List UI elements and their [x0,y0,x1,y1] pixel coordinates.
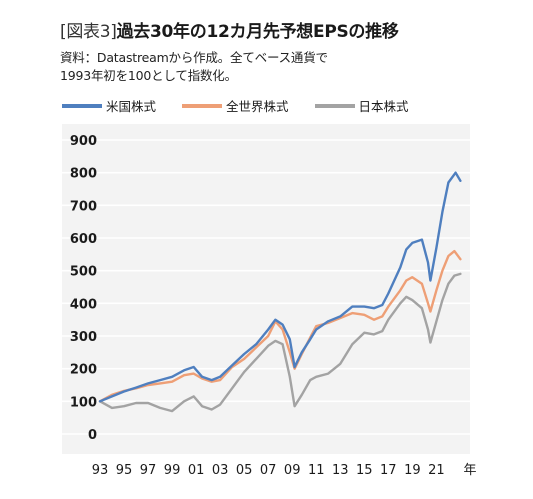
x-tick-05: 05 [236,463,253,478]
grid-lines [62,139,470,435]
x-tick-95: 95 [116,463,133,478]
series-lines [98,171,462,413]
legend-swatch-japan [314,103,355,108]
y-tick-300: 300 [70,330,97,345]
y-tick-700: 700 [70,199,97,214]
x-tick-19: 19 [404,463,421,478]
y-tick-500: 500 [70,265,97,280]
legend-label-us: 米国株式 [106,99,157,114]
series-line-world [98,249,462,403]
y-tick-100: 100 [70,395,97,410]
chart-title: [図表3]過去30年の12カ月先予想EPSの推移 [60,17,399,42]
y-tick-200: 200 [70,363,97,378]
legend: 米国株式 全世界株式 日本株式 [62,96,435,115]
x-tick-07: 07 [260,463,277,478]
series-line-japan [98,272,462,413]
x-tick-21: 21 [428,463,445,478]
y-tick-800: 800 [70,167,97,182]
y-tick-900: 900 [70,134,97,149]
x-tick-93: 93 [92,463,109,478]
x-axis-ticks: 93 95 97 99 01 03 05 07 09 11 13 15 17 19 21 年 [92,463,477,478]
x-tick-17: 17 [380,463,397,478]
x-tick-99: 99 [164,463,181,478]
legend-item-japan: 日本株式 [314,96,409,115]
index-note: 1993年初を100として指数化。 [60,68,237,83]
figure-tag: [図表3] [60,22,117,42]
y-tick-0: 0 [88,428,97,443]
y-tick-400: 400 [70,297,97,312]
x-tick-03: 03 [212,463,229,478]
x-axis-unit: 年 [463,463,476,478]
x-tick-09: 09 [284,463,301,478]
x-tick-11: 11 [308,463,325,478]
title-text: 過去30年の12カ月先予想EPSの推移 [116,22,399,42]
legend-item-world: 全世界株式 [182,96,289,115]
legend-item-us: 米国株式 [62,96,156,115]
source-note: 資料：Datastreamから作成。全てベース通貨で [60,50,328,65]
x-tick-01: 01 [188,463,205,478]
x-tick-15: 15 [356,463,373,478]
y-tick-600: 600 [70,232,97,247]
legend-label-world: 全世界株式 [226,99,289,114]
x-tick-13: 13 [332,463,349,478]
x-tick-97: 97 [140,463,157,478]
series-line-us [98,171,462,403]
legend-swatch-world [182,103,223,108]
legend-swatch-us [62,103,102,108]
legend-label-japan: 日本株式 [358,99,409,114]
y-axis-ticks: 0 100 200 300 400 500 600 700 800 900 [70,134,97,443]
